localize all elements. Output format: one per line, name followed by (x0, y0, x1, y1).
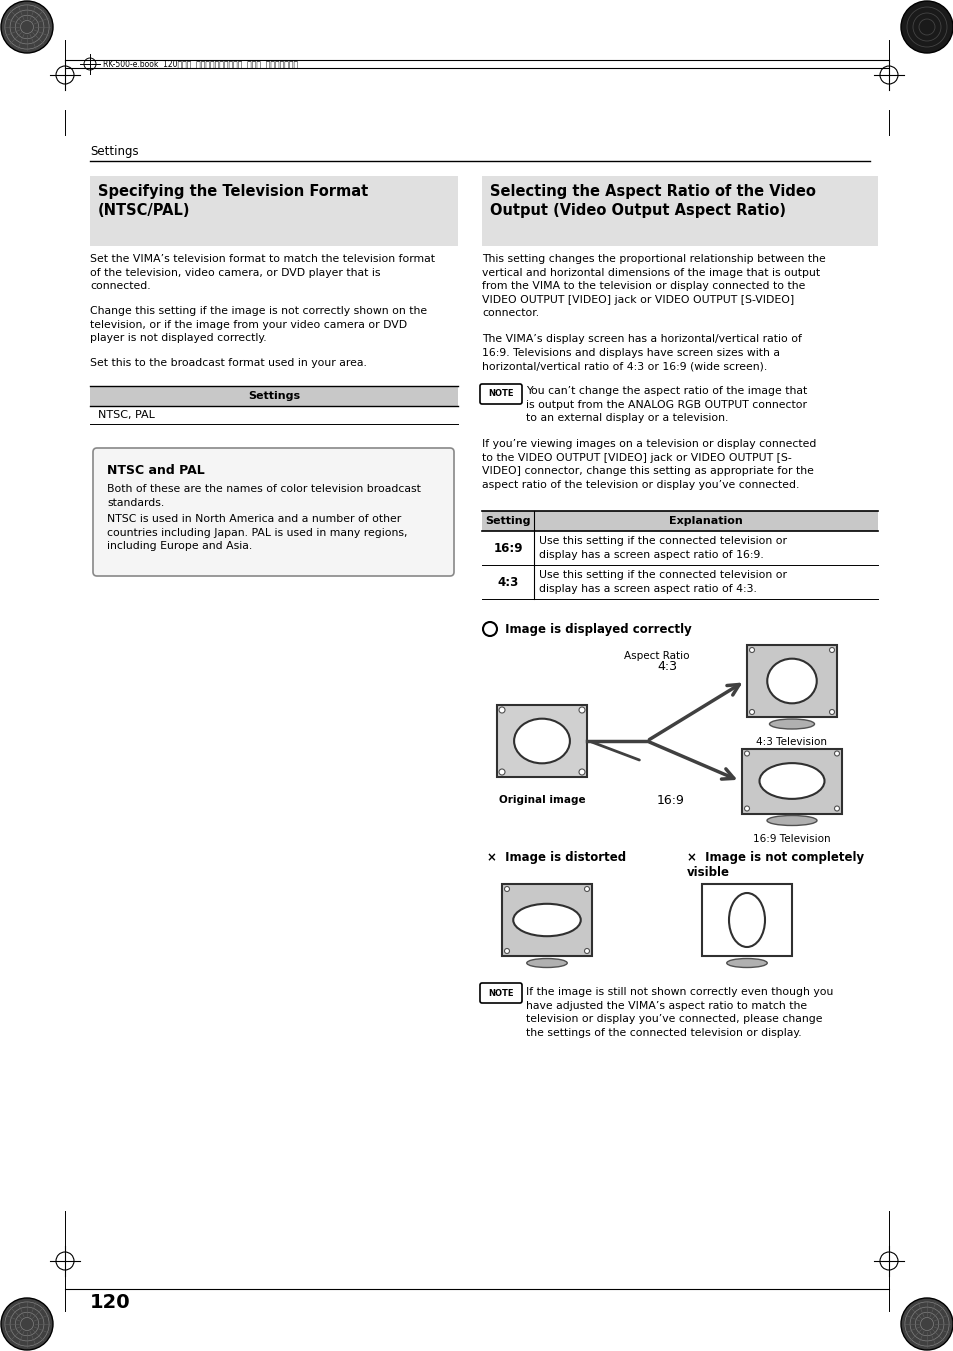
Circle shape (578, 707, 584, 713)
Text: Original image: Original image (498, 794, 585, 805)
Bar (90, 176, 457, 246)
Circle shape (900, 1298, 952, 1350)
Circle shape (584, 948, 589, 954)
Text: Change this setting if the image is not correctly shown on the
television, or if: Change this setting if the image is not … (90, 305, 427, 343)
Ellipse shape (769, 719, 814, 730)
Text: 4:3 Television: 4:3 Television (756, 738, 826, 747)
Bar (746, 644, 836, 717)
Text: If you’re viewing images on a television or display connected
to the VIDEO OUTPU: If you’re viewing images on a television… (481, 439, 816, 490)
Text: Setting: Setting (485, 516, 530, 526)
Bar (90, 386, 457, 407)
Text: Set the VIMA’s television format to match the television format
of the televisio: Set the VIMA’s television format to matc… (90, 254, 435, 292)
Text: ×  Image is not completely
visible: × Image is not completely visible (686, 851, 863, 880)
Text: Explanation: Explanation (668, 516, 742, 526)
Ellipse shape (726, 958, 766, 967)
FancyBboxPatch shape (92, 449, 454, 576)
Text: 4:3: 4:3 (497, 576, 518, 589)
Text: This setting changes the proportional relationship between the
vertical and hori: This setting changes the proportional re… (481, 254, 825, 319)
Circle shape (498, 707, 504, 713)
FancyBboxPatch shape (479, 984, 521, 1002)
Ellipse shape (513, 904, 580, 936)
Text: Aspect Ratio: Aspect Ratio (623, 651, 689, 661)
Bar (497, 705, 586, 777)
Text: NTSC is used in North America and a number of other
countries including Japan. P: NTSC is used in North America and a numb… (107, 513, 407, 551)
Circle shape (584, 886, 589, 892)
Text: NOTE: NOTE (488, 989, 514, 997)
Text: Specifying the Television Format
(NTSC/PAL): Specifying the Television Format (NTSC/P… (98, 184, 368, 219)
Text: Settings: Settings (90, 145, 138, 158)
Text: Use this setting if the connected television or
display has a screen aspect rati: Use this setting if the connected televi… (538, 570, 786, 593)
Circle shape (749, 647, 754, 653)
Text: NOTE: NOTE (488, 389, 514, 399)
Text: Both of these are the names of color television broadcast
standards.: Both of these are the names of color tel… (107, 484, 420, 508)
Text: Use this setting if the connected television or
display has a screen aspect rati: Use this setting if the connected televi… (538, 536, 786, 559)
Circle shape (834, 751, 839, 757)
Ellipse shape (766, 659, 816, 704)
Circle shape (828, 709, 834, 715)
Text: Image is displayed correctly: Image is displayed correctly (500, 623, 691, 635)
Text: 16:9: 16:9 (657, 794, 684, 808)
Ellipse shape (759, 763, 823, 798)
Circle shape (578, 769, 584, 775)
Circle shape (743, 751, 749, 757)
Circle shape (504, 948, 509, 954)
Text: RK-500-e.book  120ページ  ２００６年８月１１日  金曜日  午後４時２９分: RK-500-e.book 120ページ ２００６年８月１１日 金曜日 午後４時… (103, 59, 297, 69)
Text: The VIMA’s display screen has a horizontal/vertical ratio of
16:9. Televisions a: The VIMA’s display screen has a horizont… (481, 334, 801, 372)
FancyBboxPatch shape (479, 384, 521, 404)
Text: 16:9 Television: 16:9 Television (753, 834, 830, 843)
Text: NTSC, PAL: NTSC, PAL (98, 409, 154, 420)
Circle shape (1, 1298, 53, 1350)
Text: If the image is still not shown correctly even though you
have adjusted the VIMA: If the image is still not shown correctl… (525, 988, 833, 1038)
Text: 4:3: 4:3 (657, 659, 677, 673)
Text: ×  Image is distorted: × Image is distorted (486, 851, 625, 865)
Circle shape (828, 647, 834, 653)
Circle shape (498, 769, 504, 775)
Text: Settings: Settings (248, 390, 300, 401)
Ellipse shape (728, 893, 764, 947)
Circle shape (834, 807, 839, 811)
Ellipse shape (766, 816, 816, 825)
Text: NTSC and PAL: NTSC and PAL (107, 463, 205, 477)
Ellipse shape (514, 719, 569, 763)
Circle shape (749, 709, 754, 715)
Text: 16:9: 16:9 (493, 542, 522, 554)
Text: Set this to the broadcast format used in your area.: Set this to the broadcast format used in… (90, 358, 367, 367)
Text: You can’t change the aspect ratio of the image that
is output from the ANALOG RG: You can’t change the aspect ratio of the… (525, 386, 806, 423)
Ellipse shape (526, 958, 567, 967)
Text: 120: 120 (90, 1293, 131, 1313)
Bar (741, 748, 841, 813)
Circle shape (743, 807, 749, 811)
Bar (481, 176, 877, 246)
Text: Selecting the Aspect Ratio of the Video
Output (Video Output Aspect Ratio): Selecting the Aspect Ratio of the Video … (490, 184, 815, 219)
Bar (701, 884, 791, 957)
Bar (501, 884, 592, 957)
Bar (481, 511, 877, 531)
Circle shape (900, 1, 952, 53)
Circle shape (504, 886, 509, 892)
Circle shape (1, 1, 53, 53)
